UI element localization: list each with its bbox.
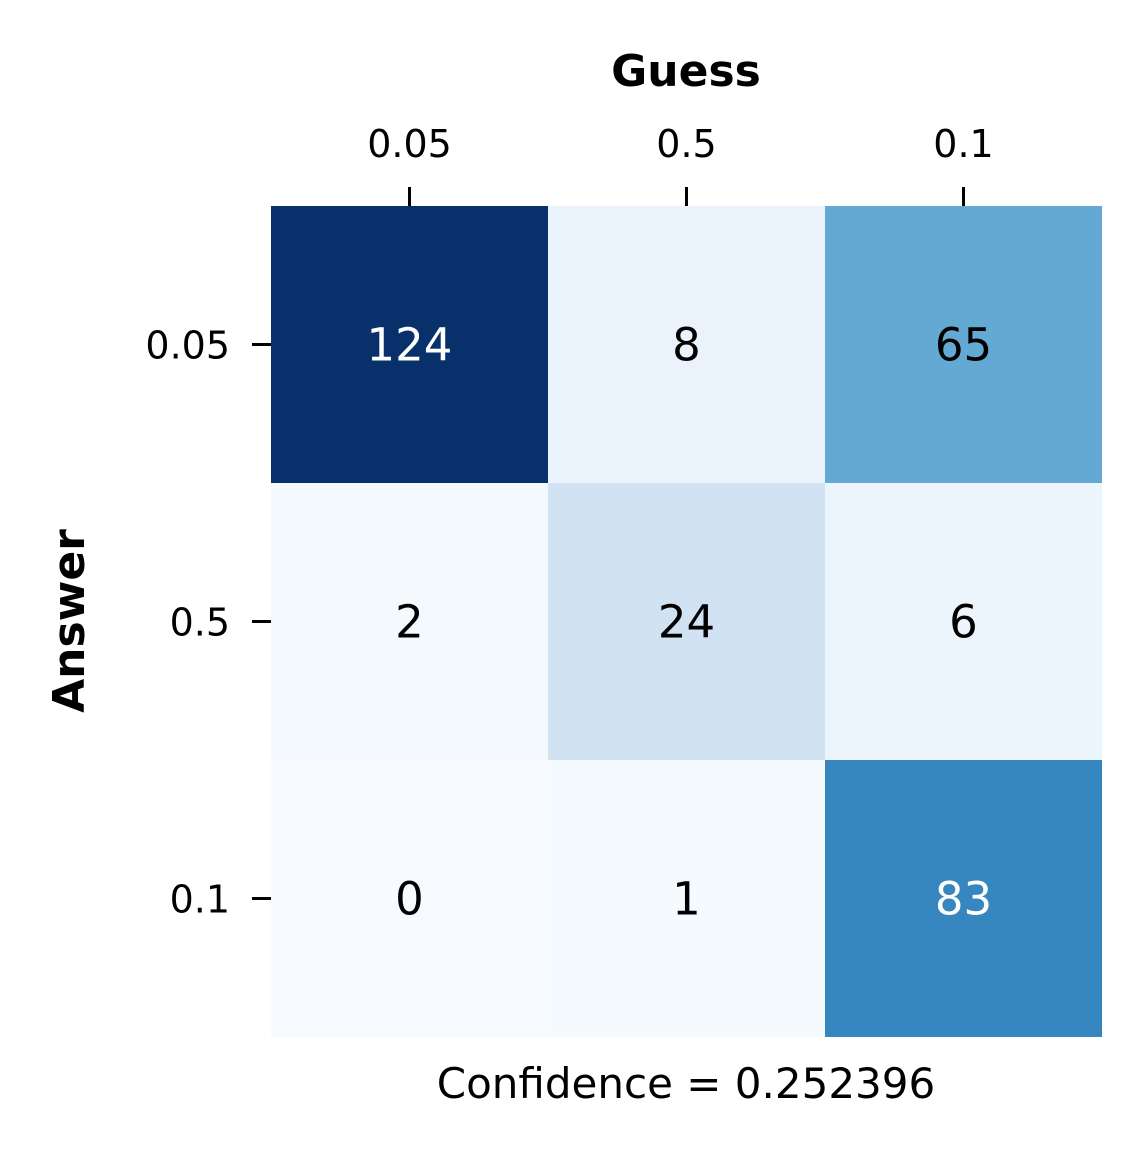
cell-value-label: 6 <box>949 596 978 649</box>
cell-value-label: 1 <box>672 873 701 926</box>
heatmap-cell <box>825 760 1102 1037</box>
y-tick-label: 0.05 <box>145 324 230 368</box>
cell-value-label: 8 <box>672 319 701 372</box>
cell-value-label: 2 <box>395 596 424 649</box>
heatmap-cell <box>825 206 1102 483</box>
cell-value-label: 83 <box>935 873 992 926</box>
cell-value-label: 124 <box>367 319 453 372</box>
heatmap-cell <box>271 483 548 760</box>
x-tick-label: 0.05 <box>367 122 452 166</box>
x-axis-ticks: 0.05 0.5 0.1 <box>367 122 994 206</box>
x-axis-title: Guess <box>611 46 761 97</box>
y-tick-label: 0.1 <box>170 878 230 922</box>
cell-value-label: 24 <box>658 596 715 649</box>
heatmap-cell <box>548 206 825 483</box>
cell-value-label: 0 <box>395 873 424 926</box>
heatmap-cell-labels: 124 8 65 2 24 6 0 1 83 <box>367 319 993 926</box>
heatmap-cell <box>548 483 825 760</box>
heatmap-cell <box>825 483 1102 760</box>
heatmap-cells <box>271 206 1102 1037</box>
y-tick-label: 0.5 <box>170 601 230 645</box>
heatmap-cell <box>271 760 548 1037</box>
confidence-footer: Confidence = 0.252396 <box>437 1059 935 1108</box>
y-axis-ticks: 0.05 0.5 0.1 <box>145 324 271 922</box>
cell-value-label: 65 <box>935 319 992 372</box>
heatmap-cell <box>271 206 548 483</box>
heatmap-cell <box>548 760 825 1037</box>
y-axis-title: Answer <box>44 529 95 713</box>
x-tick-label: 0.5 <box>656 122 716 166</box>
x-tick-label: 0.1 <box>933 122 993 166</box>
